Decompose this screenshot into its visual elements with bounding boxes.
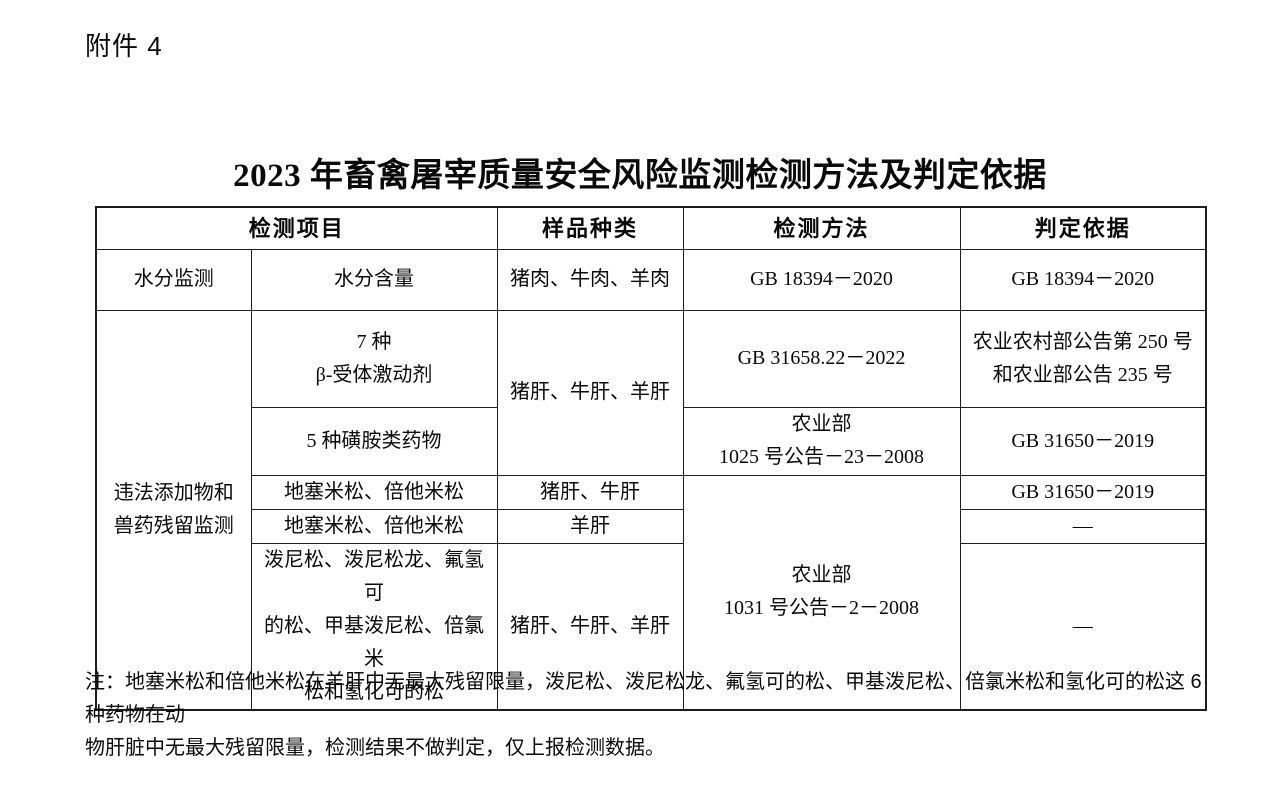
cell-beta-item: 7 种 β-受体激动剂 <box>250 309 498 408</box>
table-row-water: 水分监测 水分含量 猪肉、牛肉、羊肉 GB 18394－2020 GB 1839… <box>95 248 1207 311</box>
cell-dex2-basis: — <box>959 508 1207 544</box>
cell-dex1-sample: 猪肝、牛肝 <box>496 474 684 510</box>
cell-water-sample: 猪肉、牛肉、羊肉 <box>496 248 684 311</box>
table-row-prednisone-group: 泼尼松、泼尼松龙、氟氢可 的松、甲基泼尼松、倍氯米 松和氢化可的松 猪肝、牛肝、… <box>96 542 1207 710</box>
cell-sulfa-basis: GB 31650－2019 <box>959 406 1207 476</box>
cell-dex-method: 农业部 1031 号公告－2－2008 <box>682 474 961 710</box>
cell-water-method: GB 18394－2020 <box>682 248 961 311</box>
cell-water-category: 水分监测 <box>95 248 252 311</box>
header-judgment-basis: 判定依据 <box>959 206 1207 250</box>
cell-prednisone-sample: 猪肝、牛肝、羊肝 <box>496 542 684 710</box>
cell-dex2-sample: 羊肝 <box>496 508 684 544</box>
cell-water-item: 水分含量 <box>250 248 498 311</box>
table-row-dexamethasone-pig-cattle: 地塞米松、倍他米松 猪肝、牛肝 农业部 1031 号公告－2－2008 GB 3… <box>96 474 1207 710</box>
cell-dex1-item: 地塞米松、倍他米松 <box>250 474 498 510</box>
header-detection-item: 检测项目 <box>95 206 498 250</box>
cell-beta-method: GB 31658.22－2022 <box>682 309 961 408</box>
header-detection-method: 检测方法 <box>682 206 961 250</box>
cell-dex2-item: 地塞米松、倍他米松 <box>250 508 498 544</box>
cell-water-basis: GB 18394－2020 <box>959 248 1207 311</box>
table-header-row: 检测项目 样品种类 检测方法 判定依据 <box>95 206 1207 250</box>
table-row-beta-agonists: 违法添加物和 兽药残留监测 7 种 β-受体激动剂 猪肝、牛肝、羊肝 GB 31… <box>95 309 1207 710</box>
cell-prednisone-item: 泼尼松、泼尼松龙、氟氢可 的松、甲基泼尼松、倍氯米 松和氢化可的松 <box>250 542 498 710</box>
cell-sulfa-method: 农业部 1025 号公告－23－2008 <box>682 406 961 476</box>
table-row-sulfonamides: 5 种磺胺类药物 农业部 1025 号公告－23－2008 GB 31650－2… <box>96 406 1207 476</box>
cell-dex1-basis: GB 31650－2019 <box>959 474 1207 510</box>
cell-prednisone-basis: — <box>959 542 1207 710</box>
attachment-label: 附件 4 <box>85 31 163 61</box>
header-sample-type: 样品种类 <box>496 206 684 250</box>
cell-beta-basis: 农业农村部公告第 250 号 和农业部公告 235 号 <box>959 309 1207 408</box>
page-title: 2023 年畜禽屠宰质量安全风险监测检测方法及判定依据 <box>233 158 1047 194</box>
cell-beta-sample: 猪肝、牛肝、羊肝 <box>496 309 684 476</box>
footnote: 注：地塞米松和倍他米松在羊肝中无最大残留限量，泼尼松、泼尼松龙、氟氢可的松、甲基… <box>85 671 1202 759</box>
cell-sulfa-item: 5 种磺胺类药物 <box>250 406 498 476</box>
cell-illegal-additives-category: 违法添加物和 兽药残留监测 <box>95 309 252 710</box>
detection-methods-table: 检测项目 样品种类 检测方法 判定依据 水分监测 水分含量 猪肉、牛肉、羊肉 G… <box>95 206 1208 711</box>
table-row-dexamethasone-sheep: 地塞米松、倍他米松 羊肝 — <box>96 508 1207 544</box>
